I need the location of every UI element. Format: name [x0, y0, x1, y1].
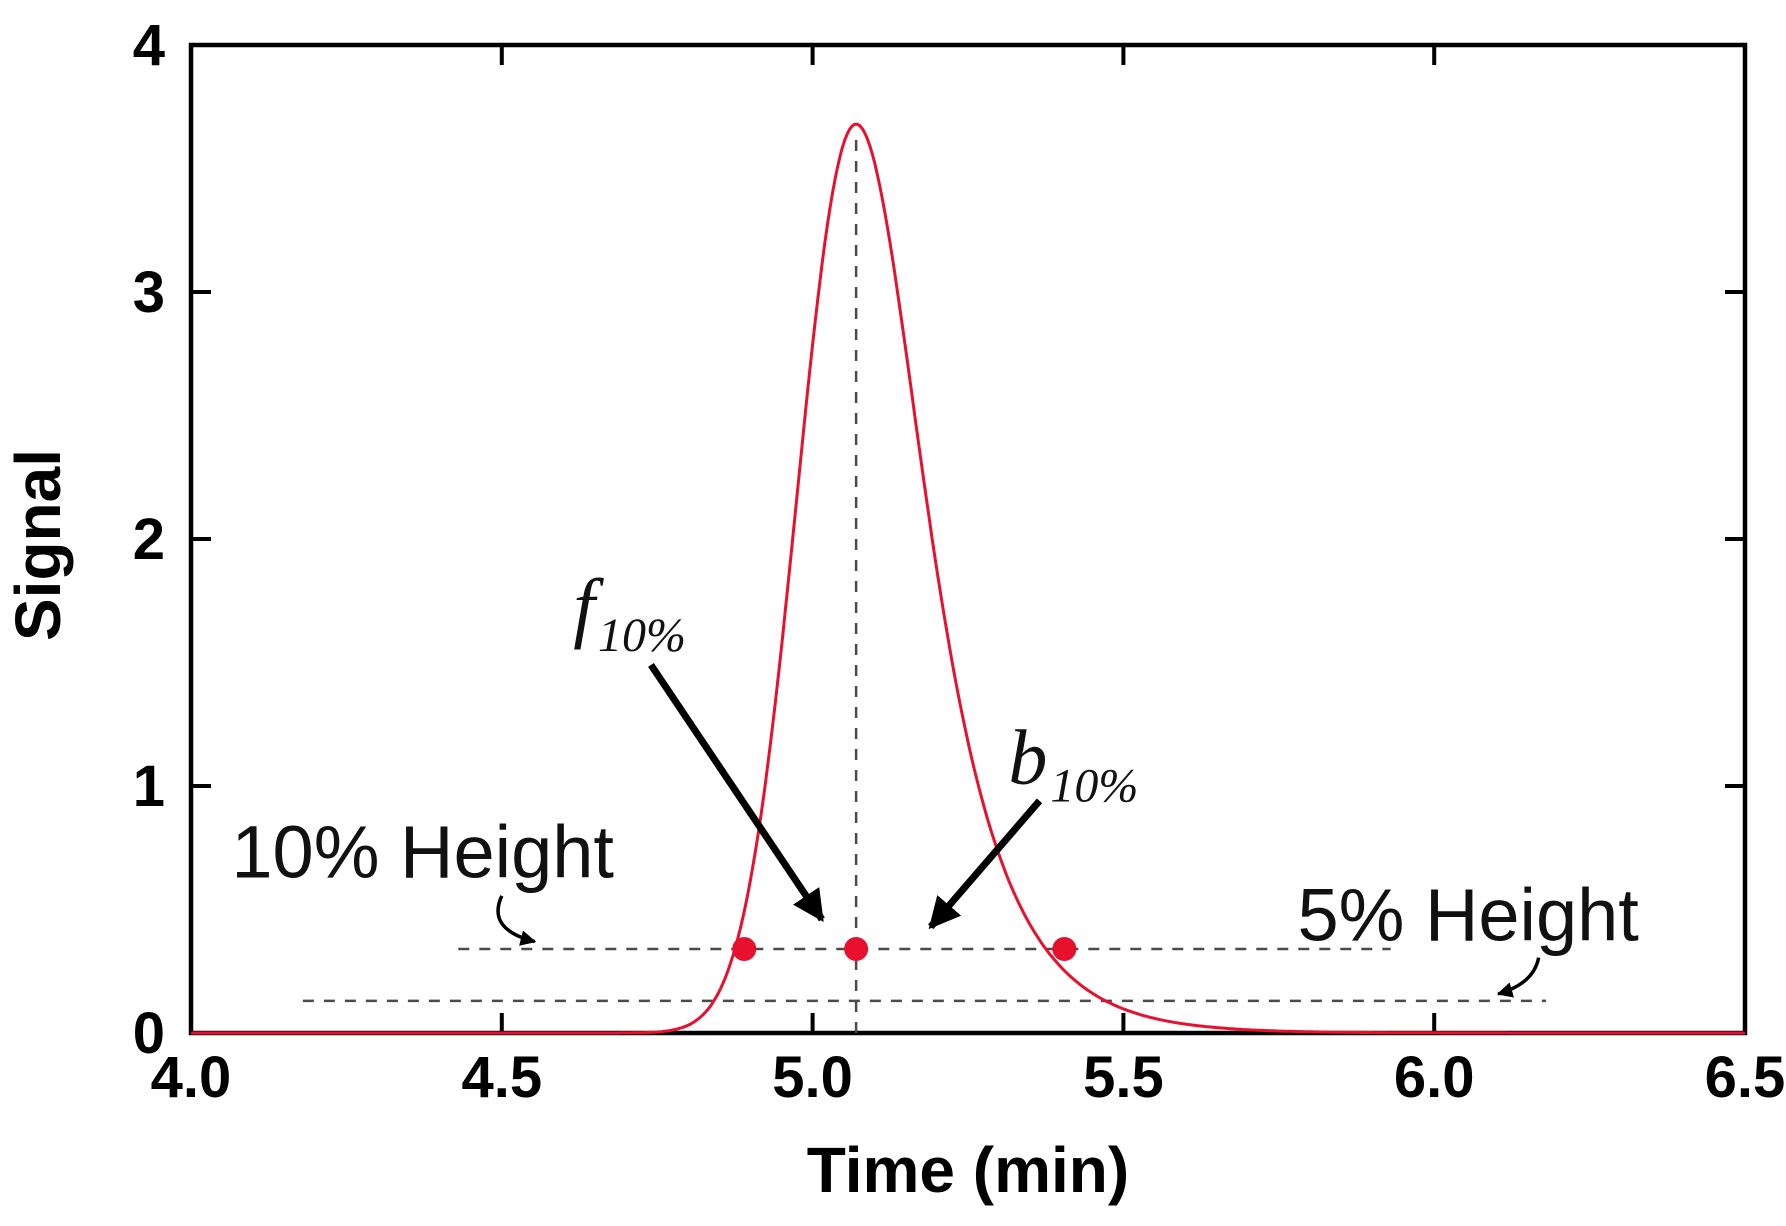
x-axis-title: Time (min): [807, 1134, 1129, 1206]
plot-area: 4.0 4.5 5.0 5.5 6.0 6.5 0 1 2 3 4 f10% b10% 10% Heigh…: [133, 13, 1786, 1110]
marker-dot: [1052, 937, 1077, 962]
y-tick-label: 2: [133, 507, 165, 572]
h5-label: 5% Height: [1297, 873, 1639, 956]
y-tick-label: 0: [133, 1001, 165, 1066]
x-tick-label: 4.5: [461, 1045, 542, 1110]
peak-curve: [191, 122, 1745, 1035]
b10-arrow: [928, 798, 1043, 930]
h5-arrow: [1496, 957, 1541, 998]
f10-label: f10%: [573, 563, 686, 662]
y-tick-label: 1: [133, 754, 165, 819]
marker-dot: [844, 937, 869, 962]
x-tick-label: 6.0: [1394, 1045, 1475, 1110]
h10-arrow: [496, 895, 537, 946]
y-tick-label: 3: [133, 260, 165, 325]
y-tick-label: 4: [133, 13, 165, 78]
x-tick-label: 5.5: [1083, 1045, 1164, 1110]
x-tick-label: 6.5: [1705, 1045, 1786, 1110]
h10-label: 10% Height: [231, 810, 614, 893]
x-tick-label: 4.0: [151, 1045, 232, 1110]
x-tick-label: 5.0: [772, 1045, 853, 1110]
marker-dot: [732, 937, 757, 962]
y-axis-title: Signal: [2, 449, 74, 641]
f10-arrow: [648, 663, 825, 922]
b10-label: b10%: [1008, 714, 1138, 813]
